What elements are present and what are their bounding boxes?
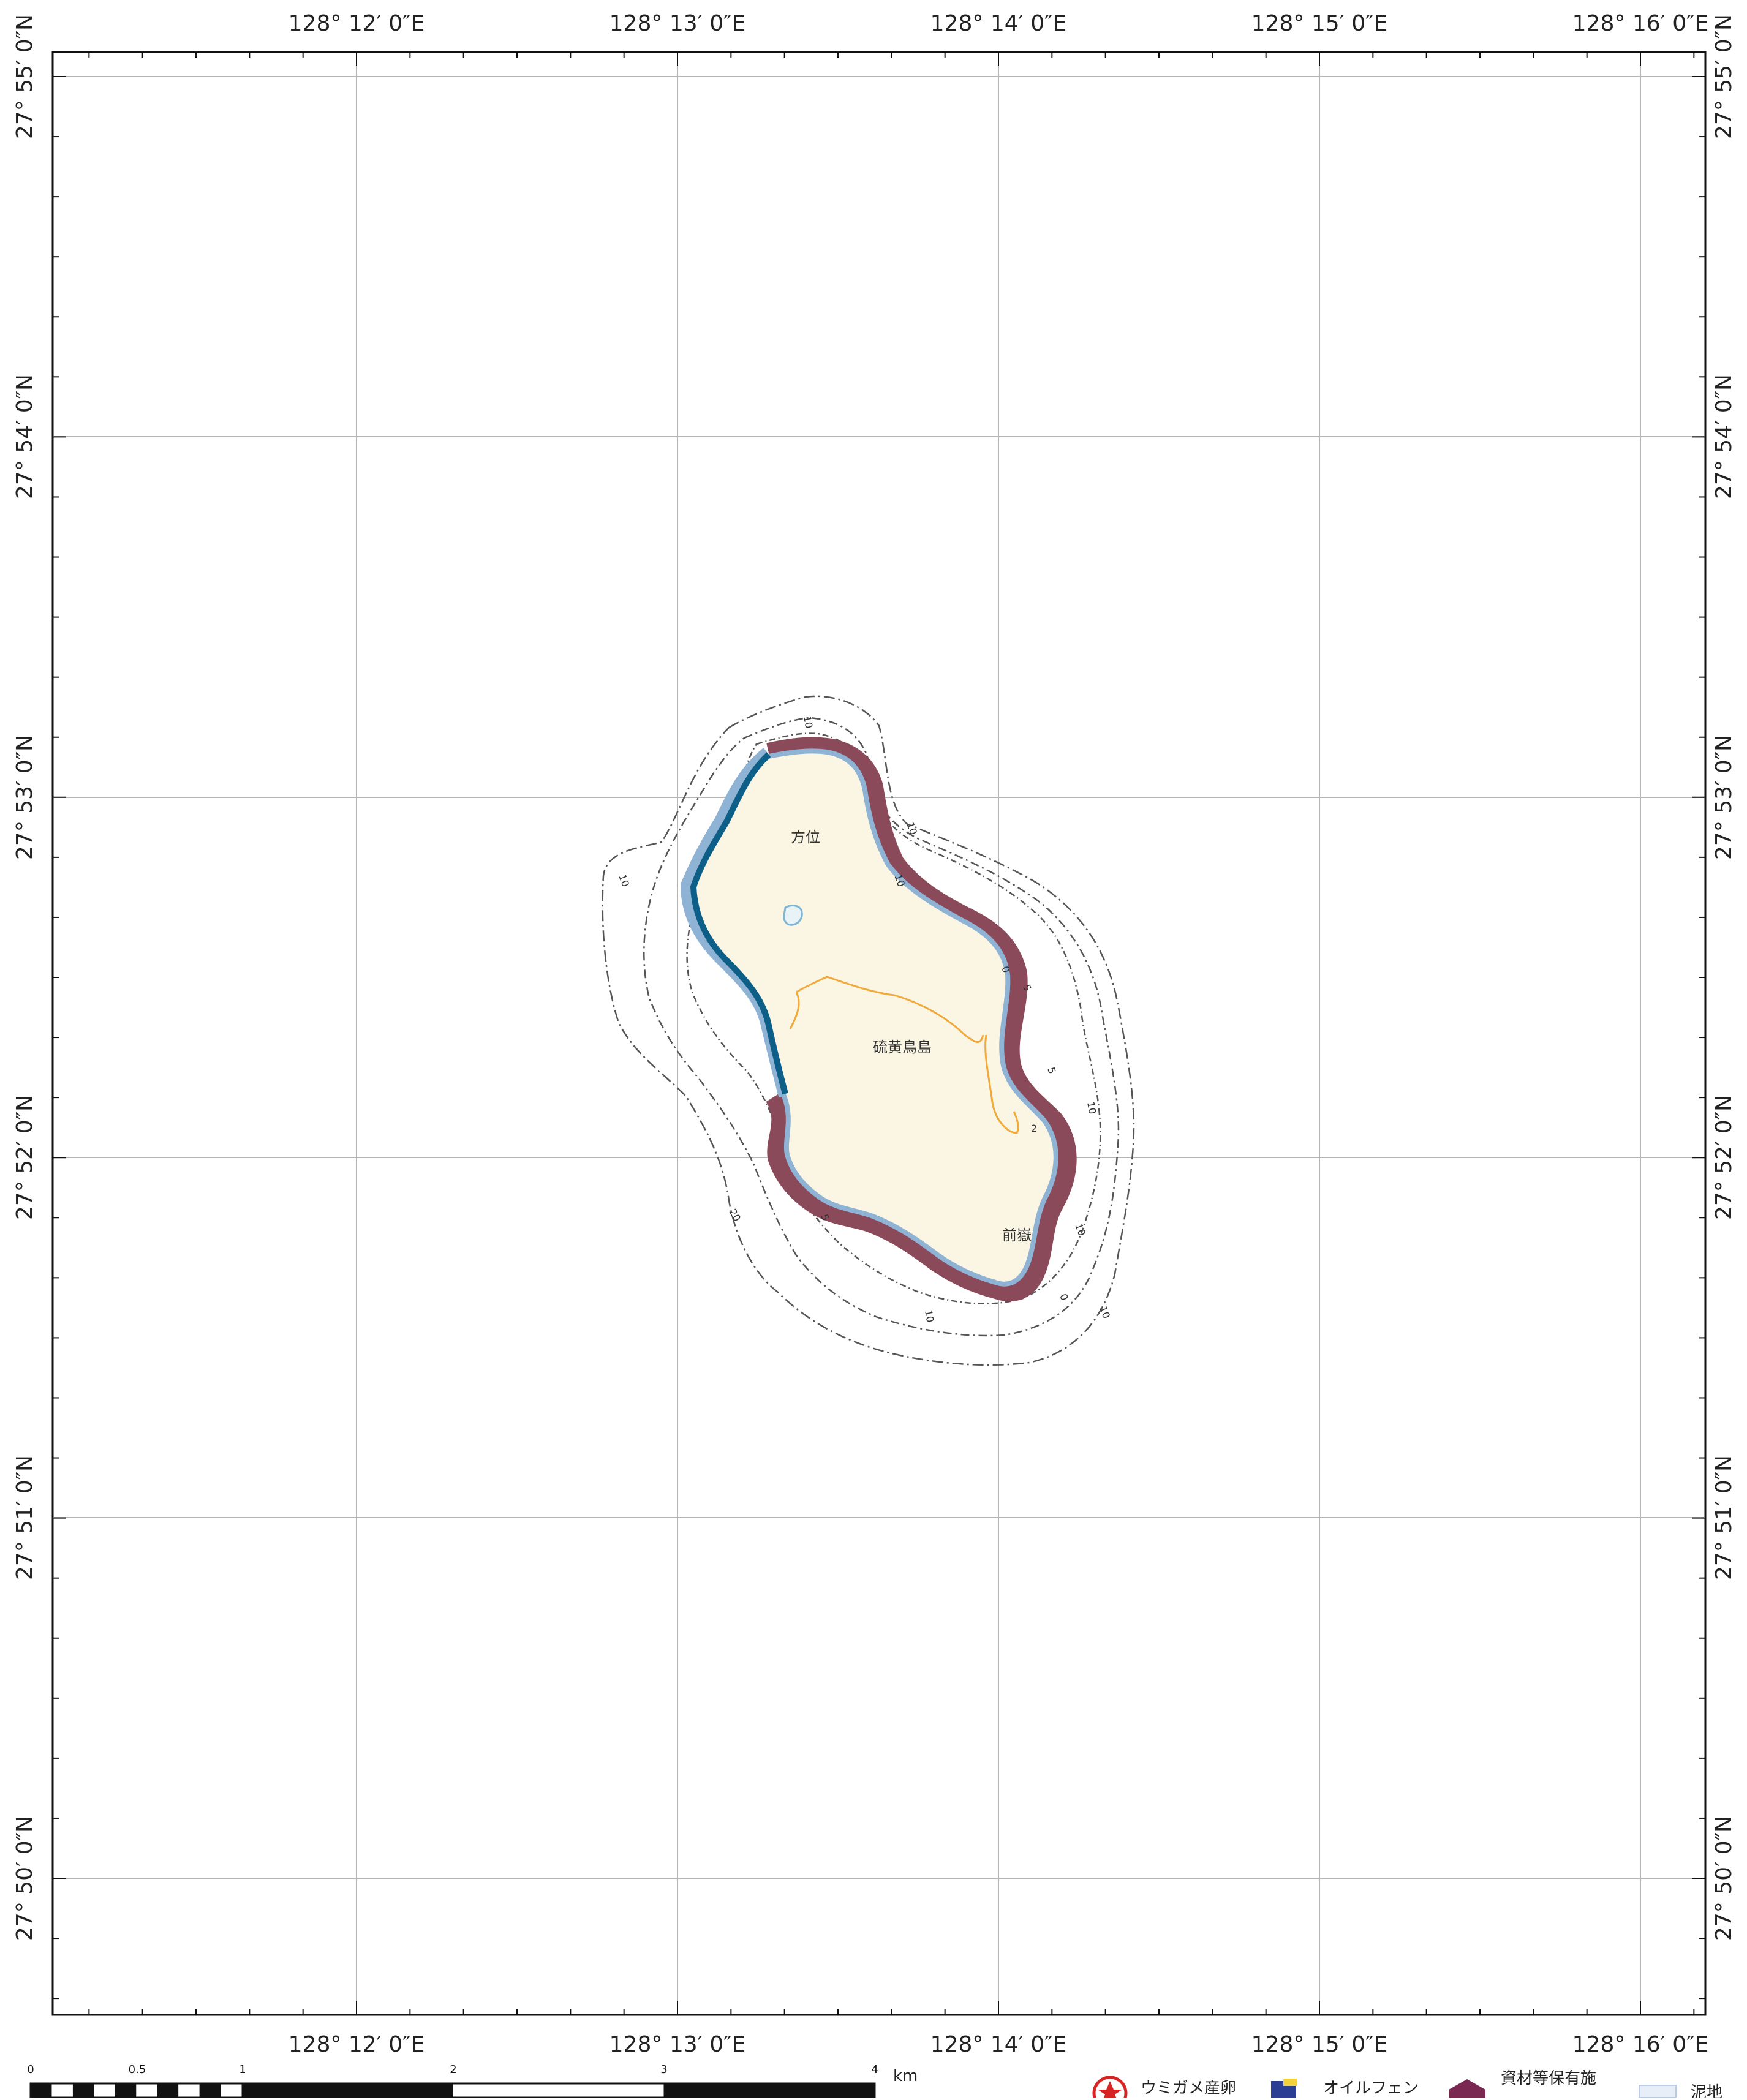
cliff-coastline [690, 752, 788, 1095]
scale-segment [72, 2083, 94, 2098]
scale-segment [157, 2083, 179, 2098]
lat-label: 27° 52′ 0″N [1711, 1095, 1737, 1220]
lat-label: 27° 50′ 0″N [12, 1816, 37, 1941]
contour-label: 10 [1085, 1101, 1098, 1115]
trail-line [789, 976, 1019, 1134]
lat-label: 27° 55′ 0″N [1711, 14, 1737, 139]
lat-labels-right: 27° 55′ 0″N 27° 54′ 0″N 27° 53′ 0″N 27° … [1711, 14, 1737, 1941]
depth-contours [602, 695, 1135, 1366]
lon-label: 128° 15′ 0″E [1251, 2032, 1388, 2057]
lon-label: 128° 13′ 0″E [609, 2032, 746, 2057]
island-land [688, 748, 1058, 1287]
contour-label: 2 [1031, 1123, 1037, 1134]
lon-label: 128° 12′ 0″E [289, 11, 425, 36]
lat-label: 27° 54′ 0″N [12, 374, 37, 499]
lat-label: 27° 51′ 0″N [1711, 1455, 1737, 1580]
mud-swatch [1639, 2085, 1677, 2098]
coast-band [766, 737, 1077, 1302]
oil-fence-icon-accent [1283, 2079, 1297, 2086]
lon-label: 128° 12′ 0″E [289, 2032, 425, 2057]
scale-segment [115, 2083, 137, 2098]
lon-labels-top: 128° 12′ 0″E 128° 13′ 0″E 128° 14′ 0″E 1… [289, 11, 1709, 36]
lon-label: 128° 16′ 0″E [1572, 2032, 1709, 2057]
lat-labels-left: 27° 55′ 0″N 27° 54′ 0″N 27° 53′ 0″N 27° … [12, 14, 37, 1941]
legend-label: 資材等保有施 [1501, 2069, 1596, 2088]
legend-item-depot: 資材等保有施 [1449, 2069, 1596, 2098]
contour-label: 10 [801, 715, 815, 729]
scale-segments [31, 2083, 875, 2098]
lat-label: 27° 50′ 0″N [1711, 1816, 1737, 1941]
scale-tick-label: 0.5 [129, 2063, 146, 2076]
lat-label: 27° 53′ 0″N [12, 735, 37, 860]
legend-item-turtle: ウミガメ産卵 [1092, 2076, 1236, 2100]
place-labels: 方位 硫黄鳥島 前嶽 [791, 829, 1032, 1244]
place-label-houi: 方位 [791, 829, 820, 846]
depth-contour-5 [686, 732, 1101, 1304]
depth-contour-10 [643, 717, 1120, 1337]
scale-segment [31, 2083, 52, 2098]
lat-label: 27° 52′ 0″N [12, 1095, 37, 1220]
lon-label: 128° 14′ 0″E [930, 11, 1067, 36]
scale-segment [663, 2083, 875, 2098]
depot-icon [1449, 2079, 1485, 2098]
legend: ウミガメ産卵 オイルフェン 資材等保有施 泥地 [1092, 2069, 1722, 2100]
scale-bar: 0 0.5 1 2 3 4 km [27, 2063, 918, 2099]
scale-segment [241, 2083, 453, 2098]
scale-tick-label: 0 [27, 2063, 34, 2076]
scale-tick-label: 2 [450, 2063, 456, 2076]
lon-label: 128° 16′ 0″E [1572, 11, 1709, 36]
frame-ticks [53, 52, 1705, 2015]
scale-tick-label: 1 [239, 2063, 246, 2076]
lon-label: 128° 15′ 0″E [1251, 11, 1388, 36]
legend-item-mud: 泥地 [1639, 2083, 1722, 2100]
lon-label: 128° 13′ 0″E [609, 11, 746, 36]
lat-label: 27° 54′ 0″N [1711, 374, 1737, 499]
scale-unit-label: km [893, 2067, 918, 2085]
scale-tick-label: 4 [871, 2063, 878, 2076]
scale-tick-label: 3 [660, 2063, 667, 2076]
lon-label: 128° 14′ 0″E [930, 2032, 1067, 2057]
depth-contour-20 [602, 695, 1135, 1366]
lon-labels-bottom: 128° 12′ 0″E 128° 13′ 0″E 128° 14′ 0″E 1… [289, 2032, 1709, 2057]
legend-label: オイルフェン [1323, 2079, 1419, 2098]
lat-label: 27° 51′ 0″N [12, 1455, 37, 1580]
lat-label: 27° 53′ 0″N [1711, 735, 1737, 860]
legend-label: 泥地 [1691, 2083, 1722, 2098]
pond [783, 905, 803, 926]
place-label-maedake: 前嶽 [1002, 1227, 1032, 1244]
turtle-icon-mark [1098, 2081, 1122, 2100]
place-label-iotorishima: 硫黄鳥島 [873, 1039, 932, 1056]
scale-segment [199, 2083, 221, 2098]
legend-label: ウミガメ産卵 [1141, 2079, 1236, 2098]
contour-label: 10 [923, 1309, 936, 1323]
legend-item-oil-fence: オイルフェン [1271, 2079, 1419, 2098]
lat-label: 27° 55′ 0″N [12, 14, 37, 139]
